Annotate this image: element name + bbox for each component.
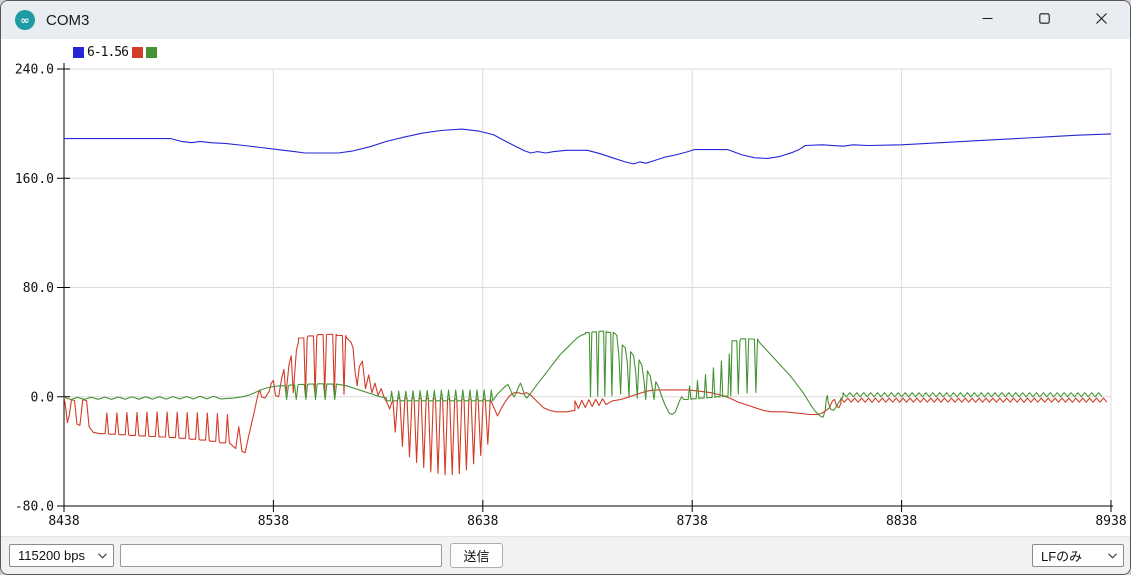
chevron-down-icon bbox=[1100, 552, 1117, 559]
send-button[interactable]: 送信 bbox=[450, 543, 503, 568]
minimize-icon bbox=[982, 11, 993, 29]
window-title: COM3 bbox=[46, 11, 90, 29]
line-ending-value: LFのみ bbox=[1041, 549, 1083, 564]
title-bar: ∞ COM3 bbox=[1, 1, 1130, 39]
baud-rate-value: 115200 bps bbox=[18, 548, 85, 563]
series-line-green bbox=[63, 330, 1103, 418]
series-line-blue bbox=[64, 128, 1112, 165]
close-button[interactable] bbox=[1073, 1, 1130, 39]
x-tick-label: 8938 bbox=[1095, 514, 1126, 529]
chevron-down-icon bbox=[90, 552, 107, 559]
x-tick-label: 8838 bbox=[886, 514, 917, 529]
window-controls bbox=[959, 1, 1130, 39]
maximize-button[interactable] bbox=[1016, 1, 1073, 39]
close-icon bbox=[1096, 11, 1107, 29]
x-tick-label: 8738 bbox=[677, 514, 708, 529]
message-input[interactable] bbox=[120, 544, 442, 567]
baud-rate-select[interactable]: 115200 bps bbox=[9, 544, 114, 567]
legend-swatch-red bbox=[131, 47, 143, 58]
y-tick-label: 0.0 bbox=[31, 390, 54, 405]
line-ending-select[interactable]: LFのみ bbox=[1032, 544, 1124, 567]
x-tick-label: 8538 bbox=[258, 514, 289, 529]
chart-legend: 6-1.56 bbox=[73, 45, 160, 60]
y-tick-label: 80.0 bbox=[23, 281, 54, 296]
arduino-icon: ∞ bbox=[15, 10, 35, 30]
y-tick-label: 240.0 bbox=[15, 63, 54, 78]
serial-plotter-chart: 240.0 160.0 80.0 0.0 -80.0 8438 8538 8638 8738 88… bbox=[1, 39, 1130, 538]
minimize-button[interactable] bbox=[959, 1, 1016, 39]
legend-label: 6-1.56 bbox=[87, 45, 129, 60]
y-tick-label: -80.0 bbox=[15, 500, 54, 515]
maximize-icon bbox=[1039, 11, 1050, 29]
x-tick-label: 8438 bbox=[48, 514, 79, 529]
legend-swatch-blue bbox=[73, 47, 84, 58]
serial-control-bar: 115200 bps 送信 LFのみ bbox=[1, 536, 1130, 574]
x-tick-label: 8638 bbox=[467, 514, 498, 529]
series-line-red bbox=[63, 333, 1108, 476]
y-tick-label: 160.0 bbox=[15, 172, 54, 187]
legend-swatch-green bbox=[145, 47, 157, 58]
